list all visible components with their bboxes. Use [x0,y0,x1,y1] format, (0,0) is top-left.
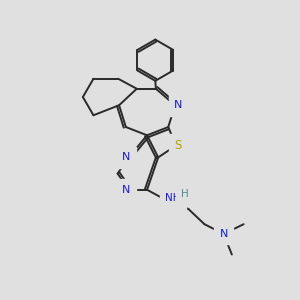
Text: N: N [219,229,228,239]
Text: S: S [175,139,182,152]
Text: N: N [122,152,130,162]
Text: NH: NH [165,193,181,203]
Text: N: N [174,100,183,110]
Text: N: N [122,185,130,195]
Text: H: H [182,189,189,199]
